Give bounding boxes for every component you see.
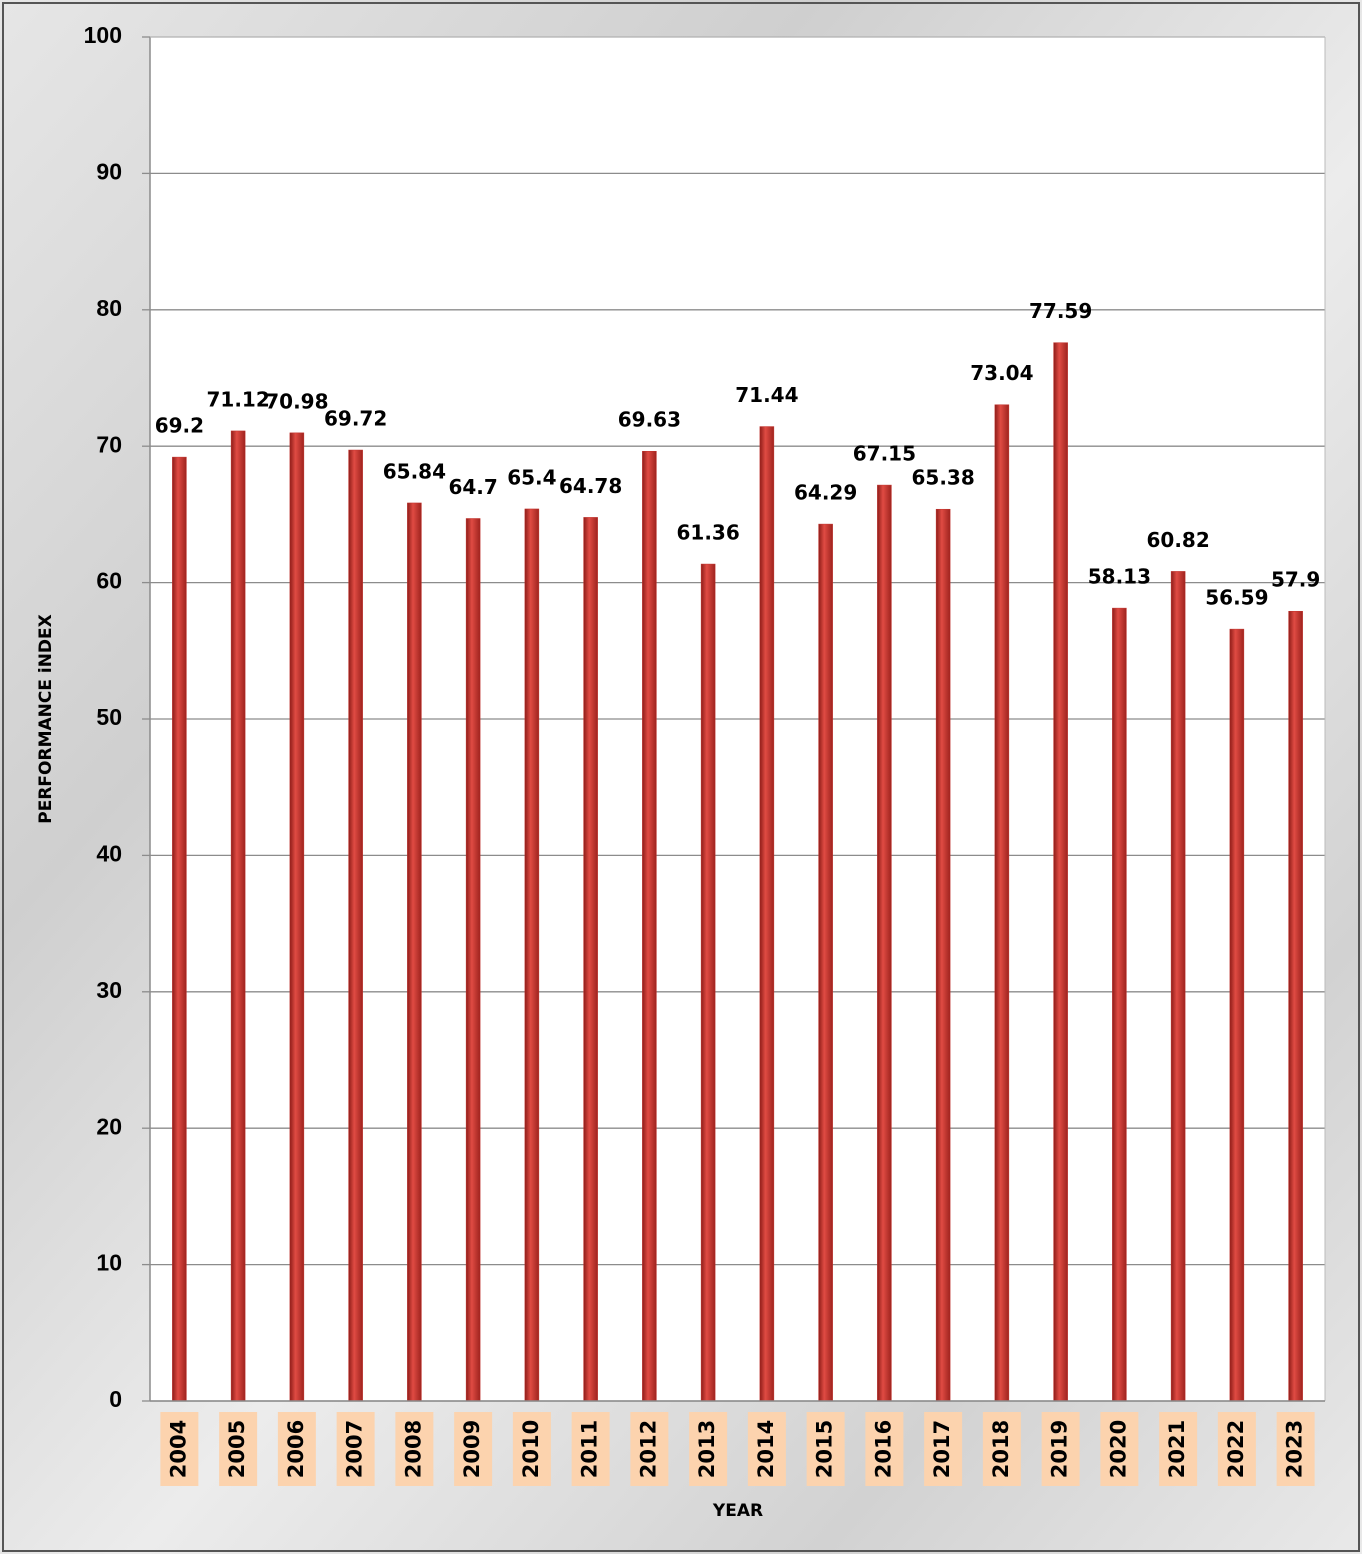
value-label: 65.4 [507, 465, 556, 489]
bar [407, 502, 422, 1402]
x-tick-label: 2020 [1106, 1420, 1130, 1478]
value-label: 77.59 [1029, 299, 1092, 323]
y-axis-title: PERFORMANCE iNDEX [36, 614, 56, 824]
x-tick-label-box [219, 1412, 258, 1486]
x-tick-label-box [1217, 1412, 1256, 1486]
bar [348, 449, 363, 1402]
bar [759, 426, 775, 1402]
y-tick-label: 80 [96, 295, 122, 321]
x-tick-label-box [865, 1412, 904, 1486]
x-tick-label-box [982, 1412, 1021, 1486]
bar [1112, 607, 1127, 1402]
value-label: 61.36 [676, 521, 739, 545]
bar [172, 456, 187, 1402]
y-tick-label: 0 [109, 1386, 122, 1412]
value-label: 60.82 [1146, 528, 1209, 552]
bar [1229, 628, 1245, 1402]
y-tick-label: 90 [96, 158, 122, 184]
value-label: 71.44 [735, 383, 798, 407]
y-tick-label: 70 [96, 431, 122, 457]
y-tick-label: 50 [96, 704, 122, 730]
x-tick-label: 2010 [519, 1420, 543, 1478]
bar [465, 518, 481, 1402]
x-tick-label-box [160, 1412, 199, 1486]
x-tick-label-box [277, 1412, 316, 1486]
y-tick-label: 100 [84, 22, 122, 48]
bar [818, 523, 833, 1402]
x-tick-label-box [395, 1412, 434, 1486]
value-label: 56.59 [1205, 586, 1268, 610]
bar [230, 430, 246, 1402]
bar [1053, 342, 1068, 1402]
y-tick-label: 40 [96, 840, 122, 866]
value-label: 64.7 [448, 475, 497, 499]
x-tick-label: 2006 [284, 1420, 308, 1478]
x-tick-label: 2014 [754, 1420, 778, 1478]
x-tick-label: 2011 [578, 1420, 602, 1478]
bar [583, 517, 598, 1402]
bar [877, 484, 892, 1402]
x-tick-label-box [924, 1412, 963, 1486]
y-tick-label: 20 [96, 1113, 122, 1139]
x-tick-label: 2015 [813, 1420, 837, 1478]
bar [289, 432, 305, 1402]
x-tick-label: 2004 [166, 1420, 190, 1478]
x-tick-label: 2009 [460, 1420, 484, 1478]
x-tick-label-box [512, 1412, 551, 1486]
x-tick-label: 2012 [636, 1420, 660, 1478]
x-tick-label-box [747, 1412, 786, 1486]
value-label: 69.2 [155, 414, 204, 438]
x-tick-label-box [689, 1412, 728, 1486]
bar [935, 508, 951, 1402]
x-tick-label: 2005 [225, 1420, 249, 1478]
x-tick-label-box [1100, 1412, 1139, 1486]
x-tick-label: 2016 [871, 1420, 895, 1478]
value-label: 69.72 [324, 407, 387, 431]
x-tick-label: 2017 [930, 1420, 954, 1478]
x-tick-label-box [571, 1412, 610, 1486]
bar [1170, 571, 1186, 1402]
y-tick-label: 60 [96, 568, 122, 594]
value-label: 57.9 [1271, 568, 1320, 592]
value-label: 58.13 [1088, 565, 1151, 589]
value-label: 64.78 [559, 474, 622, 498]
x-tick-label: 2018 [989, 1420, 1013, 1478]
x-tick-label-box [1041, 1412, 1080, 1486]
value-label: 65.38 [911, 466, 974, 490]
x-tick-label-box [1276, 1412, 1315, 1486]
x-tick-label-box [1159, 1412, 1198, 1486]
x-tick-label-box [806, 1412, 845, 1486]
value-label: 71.12 [206, 387, 269, 411]
value-label: 69.63 [618, 408, 681, 432]
x-tick-label: 2023 [1283, 1420, 1307, 1478]
bar [700, 563, 716, 1402]
x-tick-label: 2008 [401, 1420, 425, 1478]
bar [642, 450, 657, 1402]
y-tick-label: 30 [96, 977, 122, 1003]
x-tick-label-box [630, 1412, 669, 1486]
bar [524, 508, 540, 1402]
x-tick-label: 2021 [1165, 1420, 1189, 1478]
value-label: 73.04 [970, 361, 1033, 385]
y-tick-label: 10 [96, 1250, 122, 1276]
value-label: 70.98 [265, 389, 328, 413]
x-tick-label-box [336, 1412, 375, 1486]
x-axis-title: YEAR [712, 1501, 763, 1521]
x-tick-label: 2019 [1048, 1420, 1072, 1478]
x-tick-label-box [454, 1412, 493, 1486]
bar [994, 404, 1010, 1402]
x-tick-label: 2007 [343, 1420, 367, 1478]
value-label: 67.15 [853, 442, 916, 466]
bar [1288, 610, 1303, 1402]
value-label: 64.29 [794, 481, 857, 505]
x-tick-label: 2022 [1224, 1420, 1248, 1478]
x-tick-label: 2013 [695, 1420, 719, 1478]
value-label: 65.84 [383, 459, 446, 483]
